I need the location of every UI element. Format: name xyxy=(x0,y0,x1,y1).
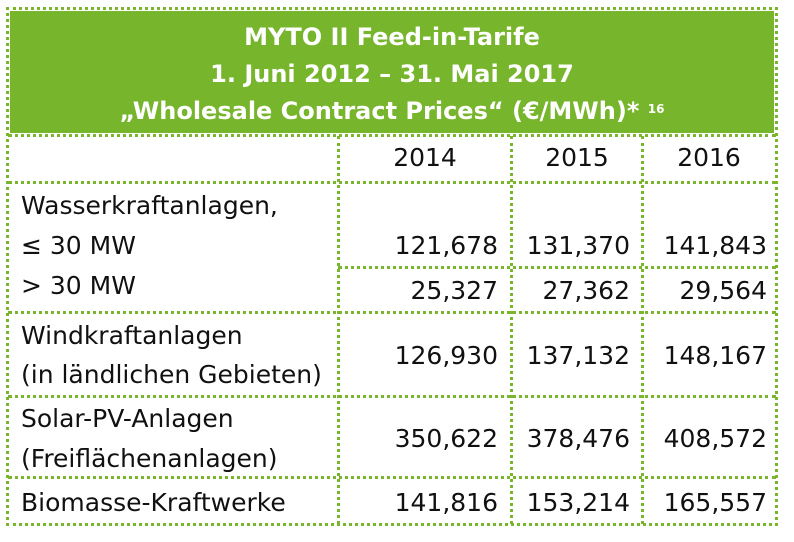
cell-value: 165,557 xyxy=(663,488,767,517)
column-divider xyxy=(510,136,513,524)
row-label-solar: Solar-PV-Anlagen xyxy=(21,404,234,433)
row-label-le-30mw: ≤ 30 MW xyxy=(21,231,136,260)
row-label-biomasse: Biomasse-Kraftwerke xyxy=(21,488,286,517)
row-label-windkraft: Windkraftanlagen xyxy=(21,321,243,350)
cell-value: 148,167 xyxy=(663,341,767,370)
title-line-2: 1. Juni 2012 – 31. Mai 2017 xyxy=(210,60,574,88)
footnote-marker: 16 xyxy=(647,102,665,116)
column-header-2016: 2016 xyxy=(677,143,741,172)
title-line-1: MYTO II Feed-in-Tarife xyxy=(244,23,540,51)
row-divider xyxy=(8,476,776,479)
cell-value: 137,132 xyxy=(526,341,630,370)
column-header-2015: 2015 xyxy=(545,143,609,172)
row-divider xyxy=(8,311,776,314)
table-header: MYTO II Feed-in-Tarife 1. Juni 2012 – 31… xyxy=(10,11,774,133)
cell-value: 350,622 xyxy=(394,424,498,453)
cell-value: 408,572 xyxy=(663,424,767,453)
cell-value: 141,816 xyxy=(394,488,498,517)
column-divider xyxy=(641,136,644,524)
cell-value: 121,678 xyxy=(394,231,498,260)
cell-value: 378,476 xyxy=(526,424,630,453)
column-header-2014: 2014 xyxy=(393,143,457,172)
table-border xyxy=(6,7,778,526)
cell-value: 153,214 xyxy=(526,488,630,517)
cell-value: 141,843 xyxy=(663,231,767,260)
cell-value: 27,362 xyxy=(542,276,630,305)
cell-value: 131,370 xyxy=(526,231,630,260)
row-label-gt-30mw: > 30 MW xyxy=(21,271,136,300)
row-divider xyxy=(8,395,776,398)
column-divider xyxy=(337,136,340,524)
cell-value: 25,327 xyxy=(410,276,498,305)
row-divider xyxy=(8,134,776,137)
row-divider xyxy=(338,266,776,269)
row-divider xyxy=(8,181,776,184)
cell-value: 126,930 xyxy=(394,341,498,370)
row-label-solar-sub: (Freiflächenanlagen) xyxy=(21,444,278,473)
row-label-windkraft-sub: (in ländlichen Gebieten) xyxy=(21,360,322,389)
title-line-3: „Wholesale Contract Prices“ (€/MWh)* 16 xyxy=(119,97,665,125)
cell-value: 29,564 xyxy=(679,276,767,305)
row-label-wasserkraft: Wasserkraftanlagen, xyxy=(21,191,278,220)
